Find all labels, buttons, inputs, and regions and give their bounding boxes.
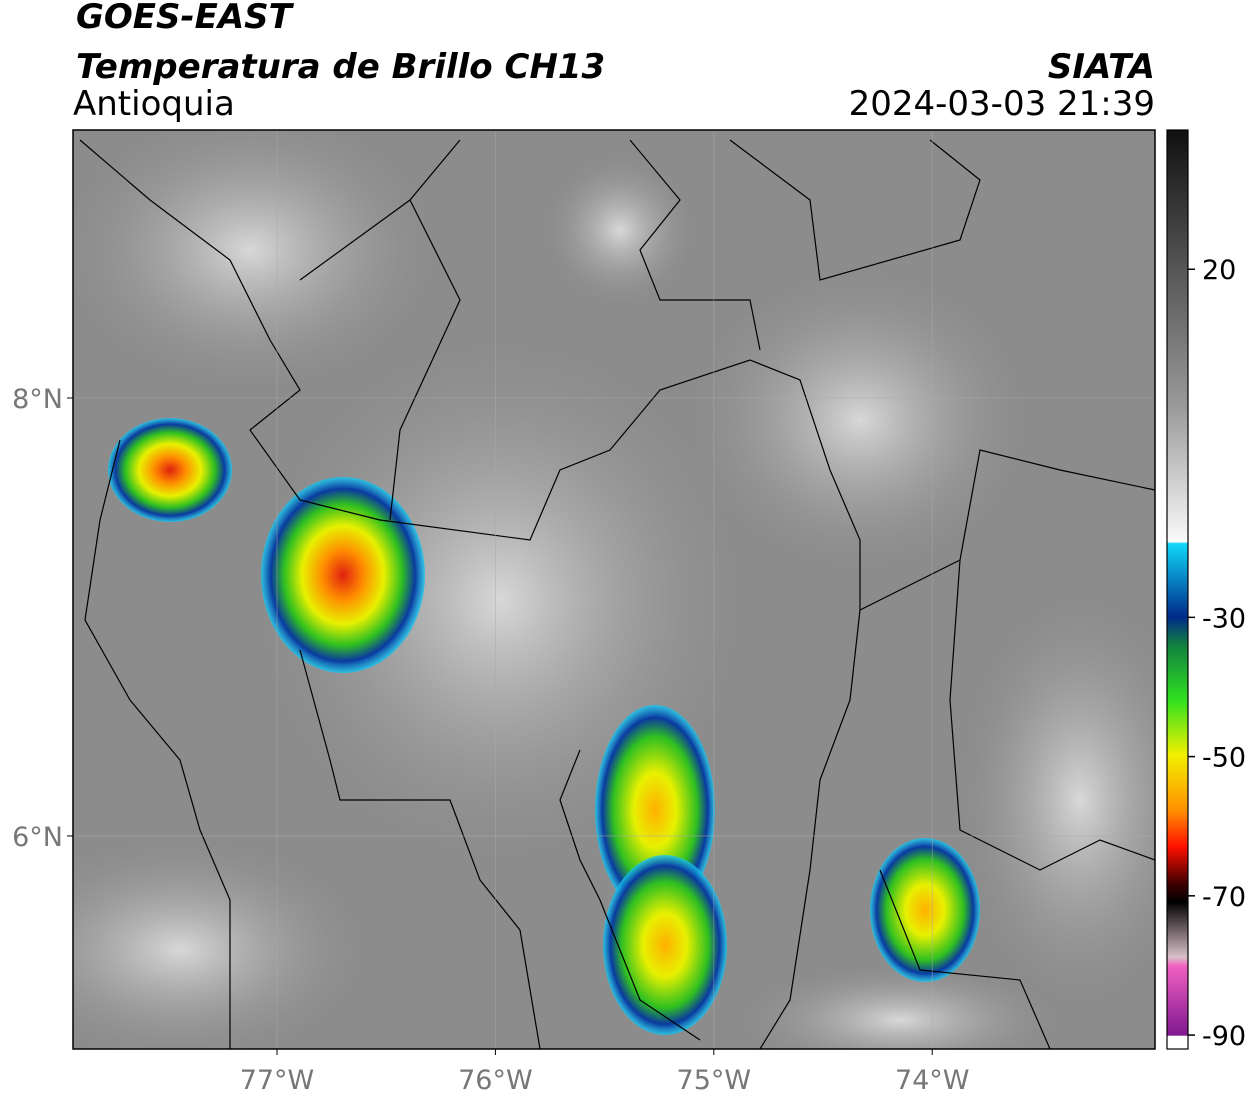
region: Antioquia [73,84,235,124]
map-frame [72,129,1156,1050]
lon-tick-label: 74°W [895,1065,970,1096]
colorbar [1166,129,1189,1050]
title: GOES-EAST [76,0,295,37]
lon-tick-label: 77°W [240,1065,315,1096]
lon-tick-label: 76°W [458,1065,533,1096]
timestamp: 2024-03-03 21:39 [849,84,1155,124]
lat-tick-label: 8°N [12,384,63,415]
lon-tick-label: 75°W [677,1065,752,1096]
subtitle: Temperatura de Brillo CH13 [76,47,605,87]
graticule [73,130,1155,1049]
source: SIATA [1048,47,1155,87]
colorbar-tick-label: 20 [1202,255,1236,286]
colorbar-tick-label: -90 [1202,1021,1246,1052]
colorbar-tick-label: -50 [1202,743,1246,774]
lat-tick-label: 6°N [12,822,63,853]
map-image [73,130,1155,1049]
colorbar-tick-label: -70 [1202,882,1246,913]
colorbar-tick-label: -30 [1202,603,1246,634]
